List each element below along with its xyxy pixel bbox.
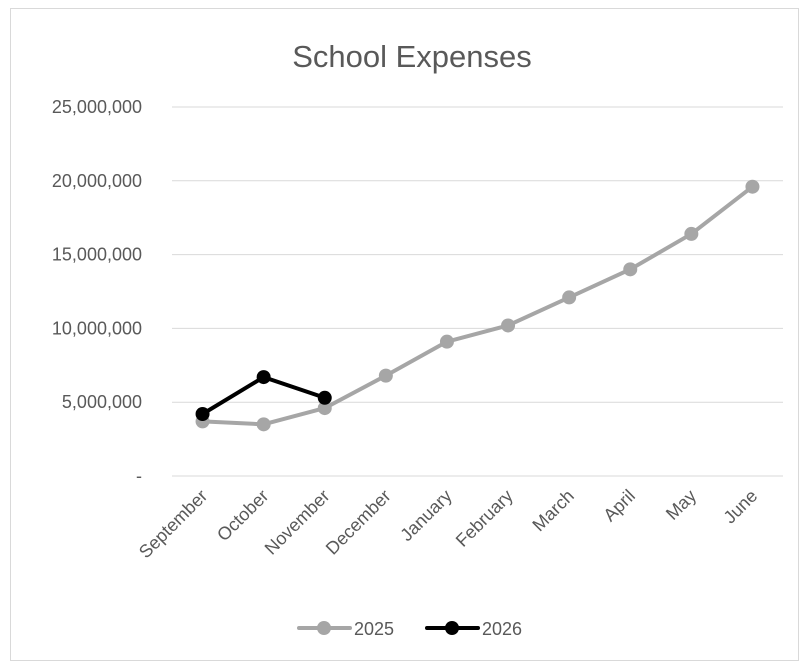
- x-tick-label: May: [662, 486, 700, 524]
- data-point: [501, 318, 516, 333]
- x-tick-label: October: [213, 486, 272, 545]
- x-tick-label: January: [396, 486, 455, 545]
- data-point: [562, 290, 577, 305]
- y-tick-label: 5,000,000: [62, 392, 142, 412]
- x-tick-label: April: [599, 486, 639, 526]
- series-2025: [195, 179, 760, 432]
- y-axis-ticks: - 5,000,000 10,000,000 15,000,000 20,000,000…: [52, 97, 142, 486]
- y-tick-label: -: [136, 466, 142, 486]
- data-point: [195, 407, 210, 422]
- x-tick-label: March: [528, 486, 578, 536]
- data-point: [439, 334, 454, 349]
- x-tick-label: November: [261, 486, 334, 559]
- legend-label: 2025: [354, 619, 394, 639]
- x-tick-label: June: [720, 486, 762, 528]
- x-tick-label: February: [452, 486, 517, 551]
- series-2026: [195, 370, 332, 422]
- gridlines: [172, 106, 783, 477]
- chart-title: School Expenses: [292, 39, 532, 74]
- legend-label: 2026: [482, 619, 522, 639]
- chart-frame: [10, 8, 799, 661]
- y-tick-label: 10,000,000: [52, 318, 142, 338]
- data-point: [684, 226, 699, 241]
- x-tick-label: September: [135, 486, 211, 562]
- data-point: [317, 401, 332, 416]
- y-tick-label: 15,000,000: [52, 245, 142, 265]
- legend-marker: [317, 621, 331, 635]
- x-tick-label: December: [322, 486, 395, 559]
- series-lines: [195, 179, 760, 432]
- data-point: [256, 370, 271, 385]
- data-point: [623, 262, 638, 277]
- legend-marker: [445, 621, 459, 635]
- data-point: [378, 368, 393, 383]
- series-line: [200, 184, 755, 427]
- data-point: [317, 390, 332, 405]
- legend-item: 2025: [297, 619, 394, 639]
- legend: 2025 2026: [297, 619, 522, 639]
- y-tick-label: 25,000,000: [52, 97, 142, 117]
- data-point: [256, 417, 271, 432]
- legend-item: 2026: [425, 619, 522, 639]
- y-tick-label: 20,000,000: [52, 171, 142, 191]
- data-point: [745, 179, 760, 194]
